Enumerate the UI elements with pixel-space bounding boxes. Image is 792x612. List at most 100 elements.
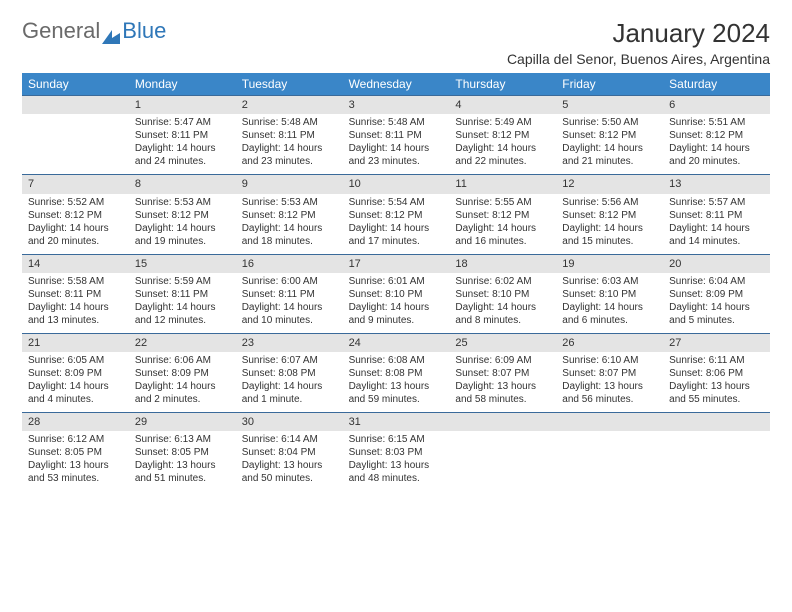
day-cell: 16Sunrise: 6:00 AMSunset: 8:11 PMDayligh…: [236, 255, 343, 333]
sunrise-text: Sunrise: 5:51 AM: [669, 116, 764, 129]
week-row: 14Sunrise: 5:58 AMSunset: 8:11 PMDayligh…: [22, 254, 770, 333]
day-number: 30: [236, 413, 343, 431]
sunset-text: Sunset: 8:05 PM: [28, 446, 123, 459]
daylight-text: Daylight: 14 hours and 9 minutes.: [349, 301, 444, 327]
sunrise-text: Sunrise: 6:04 AM: [669, 275, 764, 288]
day-cell: 26Sunrise: 6:10 AMSunset: 8:07 PMDayligh…: [556, 334, 663, 412]
sunset-text: Sunset: 8:11 PM: [349, 129, 444, 142]
sunset-text: Sunset: 8:03 PM: [349, 446, 444, 459]
daylight-text: Daylight: 14 hours and 22 minutes.: [455, 142, 550, 168]
sunset-text: Sunset: 8:06 PM: [669, 367, 764, 380]
day-cell: 1Sunrise: 5:47 AMSunset: 8:11 PMDaylight…: [129, 96, 236, 174]
daylight-text: Daylight: 14 hours and 12 minutes.: [135, 301, 230, 327]
daylight-text: Daylight: 14 hours and 2 minutes.: [135, 380, 230, 406]
sunrise-text: Sunrise: 5:59 AM: [135, 275, 230, 288]
sunset-text: Sunset: 8:11 PM: [242, 129, 337, 142]
day-cell: [663, 413, 770, 491]
logo-text-grey: General: [22, 18, 100, 44]
sunset-text: Sunset: 8:12 PM: [349, 209, 444, 222]
sunset-text: Sunset: 8:07 PM: [562, 367, 657, 380]
daylight-text: Daylight: 14 hours and 23 minutes.: [349, 142, 444, 168]
day-body: Sunrise: 5:56 AMSunset: 8:12 PMDaylight:…: [556, 194, 663, 254]
day-number: 29: [129, 413, 236, 431]
sunset-text: Sunset: 8:08 PM: [242, 367, 337, 380]
logo: General Blue: [22, 18, 166, 44]
day-body: Sunrise: 6:05 AMSunset: 8:09 PMDaylight:…: [22, 352, 129, 412]
sunset-text: Sunset: 8:04 PM: [242, 446, 337, 459]
week-row: 1Sunrise: 5:47 AMSunset: 8:11 PMDaylight…: [22, 95, 770, 174]
sunset-text: Sunset: 8:11 PM: [669, 209, 764, 222]
day-body: Sunrise: 6:07 AMSunset: 8:08 PMDaylight:…: [236, 352, 343, 412]
sunset-text: Sunset: 8:12 PM: [669, 129, 764, 142]
sunset-text: Sunset: 8:12 PM: [455, 209, 550, 222]
day-body: Sunrise: 5:48 AMSunset: 8:11 PMDaylight:…: [236, 114, 343, 174]
day-cell: 27Sunrise: 6:11 AMSunset: 8:06 PMDayligh…: [663, 334, 770, 412]
day-number: 20: [663, 255, 770, 273]
weekday-header: Monday: [129, 73, 236, 95]
day-number: 19: [556, 255, 663, 273]
sunrise-text: Sunrise: 5:54 AM: [349, 196, 444, 209]
day-cell: 17Sunrise: 6:01 AMSunset: 8:10 PMDayligh…: [343, 255, 450, 333]
sunset-text: Sunset: 8:09 PM: [669, 288, 764, 301]
sunrise-text: Sunrise: 6:15 AM: [349, 433, 444, 446]
weekday-header: Thursday: [449, 73, 556, 95]
logo-text-blue: Blue: [122, 18, 166, 44]
day-number: 15: [129, 255, 236, 273]
week-row: 7Sunrise: 5:52 AMSunset: 8:12 PMDaylight…: [22, 174, 770, 253]
day-body: Sunrise: 6:10 AMSunset: 8:07 PMDaylight:…: [556, 352, 663, 412]
day-cell: 11Sunrise: 5:55 AMSunset: 8:12 PMDayligh…: [449, 175, 556, 253]
sunset-text: Sunset: 8:11 PM: [242, 288, 337, 301]
day-cell: 30Sunrise: 6:14 AMSunset: 8:04 PMDayligh…: [236, 413, 343, 491]
day-cell: 6Sunrise: 5:51 AMSunset: 8:12 PMDaylight…: [663, 96, 770, 174]
sunset-text: Sunset: 8:08 PM: [349, 367, 444, 380]
sunset-text: Sunset: 8:09 PM: [28, 367, 123, 380]
daylight-text: Daylight: 14 hours and 21 minutes.: [562, 142, 657, 168]
sunrise-text: Sunrise: 6:11 AM: [669, 354, 764, 367]
daylight-text: Daylight: 14 hours and 20 minutes.: [28, 222, 123, 248]
daylight-text: Daylight: 14 hours and 1 minute.: [242, 380, 337, 406]
daylight-text: Daylight: 14 hours and 23 minutes.: [242, 142, 337, 168]
day-number: 6: [663, 96, 770, 114]
daylight-text: Daylight: 14 hours and 19 minutes.: [135, 222, 230, 248]
day-cell: 22Sunrise: 6:06 AMSunset: 8:09 PMDayligh…: [129, 334, 236, 412]
day-body: Sunrise: 5:51 AMSunset: 8:12 PMDaylight:…: [663, 114, 770, 174]
sunset-text: Sunset: 8:12 PM: [135, 209, 230, 222]
day-cell: 31Sunrise: 6:15 AMSunset: 8:03 PMDayligh…: [343, 413, 450, 491]
day-number: 10: [343, 175, 450, 193]
day-number: 8: [129, 175, 236, 193]
day-number: 17: [343, 255, 450, 273]
day-cell: 9Sunrise: 5:53 AMSunset: 8:12 PMDaylight…: [236, 175, 343, 253]
sunrise-text: Sunrise: 5:57 AM: [669, 196, 764, 209]
sunrise-text: Sunrise: 6:05 AM: [28, 354, 123, 367]
day-cell: 24Sunrise: 6:08 AMSunset: 8:08 PMDayligh…: [343, 334, 450, 412]
sunrise-text: Sunrise: 5:56 AM: [562, 196, 657, 209]
daylight-text: Daylight: 14 hours and 15 minutes.: [562, 222, 657, 248]
day-number: [22, 96, 129, 114]
day-cell: 12Sunrise: 5:56 AMSunset: 8:12 PMDayligh…: [556, 175, 663, 253]
sunset-text: Sunset: 8:10 PM: [349, 288, 444, 301]
day-body: Sunrise: 6:11 AMSunset: 8:06 PMDaylight:…: [663, 352, 770, 412]
sunrise-text: Sunrise: 5:52 AM: [28, 196, 123, 209]
weekday-header: Saturday: [663, 73, 770, 95]
day-number: [449, 413, 556, 431]
daylight-text: Daylight: 13 hours and 53 minutes.: [28, 459, 123, 485]
daylight-text: Daylight: 13 hours and 50 minutes.: [242, 459, 337, 485]
day-number: 27: [663, 334, 770, 352]
day-cell: 15Sunrise: 5:59 AMSunset: 8:11 PMDayligh…: [129, 255, 236, 333]
day-number: 23: [236, 334, 343, 352]
day-cell: 19Sunrise: 6:03 AMSunset: 8:10 PMDayligh…: [556, 255, 663, 333]
day-number: 16: [236, 255, 343, 273]
day-number: 4: [449, 96, 556, 114]
sunset-text: Sunset: 8:05 PM: [135, 446, 230, 459]
day-number: 7: [22, 175, 129, 193]
sunset-text: Sunset: 8:11 PM: [135, 129, 230, 142]
day-body: Sunrise: 6:02 AMSunset: 8:10 PMDaylight:…: [449, 273, 556, 333]
day-number: 5: [556, 96, 663, 114]
sunrise-text: Sunrise: 6:02 AM: [455, 275, 550, 288]
calendar-page: General Blue January 2024 Capilla del Se…: [0, 0, 792, 509]
sunset-text: Sunset: 8:12 PM: [28, 209, 123, 222]
sunrise-text: Sunrise: 6:09 AM: [455, 354, 550, 367]
sunrise-text: Sunrise: 6:07 AM: [242, 354, 337, 367]
day-number: 3: [343, 96, 450, 114]
daylight-text: Daylight: 14 hours and 18 minutes.: [242, 222, 337, 248]
